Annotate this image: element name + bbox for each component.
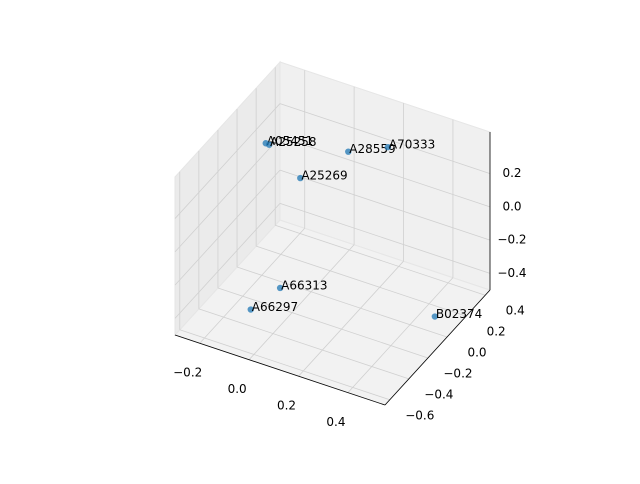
y-tick-label: −0.6: [405, 408, 434, 422]
grid-line: [248, 244, 355, 360]
grid-line: [347, 277, 454, 393]
grid-line: [217, 287, 429, 359]
z-tick-label: −0.4: [497, 266, 526, 280]
point-label: A05451: [267, 134, 313, 148]
grid-line: [279, 103, 491, 174]
x-tick-label: 0.4: [326, 415, 345, 429]
grid-line: [174, 136, 281, 253]
z-tick-label: 0.0: [502, 199, 521, 213]
x-tick-label: 0.0: [228, 382, 247, 396]
axis-line: [174, 334, 386, 406]
grid-line: [174, 203, 281, 319]
grid-line: [275, 224, 486, 296]
point-label: A28559: [349, 142, 395, 156]
point: [247, 306, 254, 313]
grid-line: [279, 136, 491, 208]
y-tick-label: 0.4: [506, 304, 525, 318]
grid-line: [199, 227, 306, 344]
point: [345, 148, 352, 155]
grid-line: [174, 103, 281, 219]
grid-line: [174, 169, 281, 286]
x-tick-label: 0.2: [277, 399, 296, 413]
z-tick-label: −0.2: [497, 233, 526, 247]
grid-line: [236, 266, 448, 338]
point-label: A25258: [270, 135, 316, 149]
y-tick-label: −0.2: [443, 366, 472, 380]
point: [265, 141, 273, 148]
point-label: A66297: [252, 300, 298, 314]
x-tick-label: −0.2: [173, 366, 202, 380]
z-tick-label: 0.2: [502, 166, 521, 180]
grid-line: [256, 245, 467, 317]
grid-line: [298, 260, 404, 377]
grid-line: [279, 202, 491, 274]
y-tick-label: −0.4: [424, 387, 453, 401]
point-label: A25269: [301, 169, 347, 183]
y-tick-label: 0.2: [487, 325, 506, 339]
y-tick-label: 0.0: [467, 346, 486, 360]
grid-line: [198, 308, 409, 380]
point: [384, 143, 392, 151]
point: [276, 284, 284, 292]
point: [431, 313, 439, 320]
grid-line: [179, 329, 390, 401]
point-label: A70333: [389, 138, 435, 152]
point: [297, 174, 304, 182]
point-label: B02374: [436, 307, 482, 321]
axis-line: [384, 289, 491, 406]
grid-line: [279, 169, 491, 241]
point-label: A66313: [281, 278, 327, 292]
